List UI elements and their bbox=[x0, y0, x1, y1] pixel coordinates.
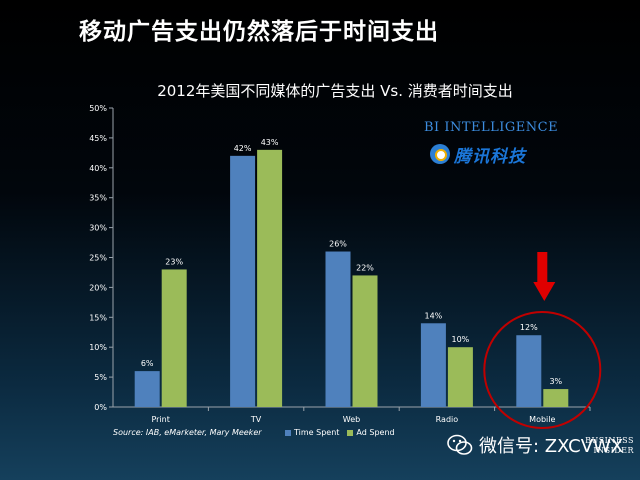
chart-title: 2012年美国不同媒体的广告支出 Vs. 消费者时间支出 bbox=[0, 80, 640, 101]
tencent-logo-text: 腾讯科技 bbox=[454, 146, 526, 167]
legend: Time Spent Ad Spend bbox=[285, 428, 395, 437]
bar-ad-spend bbox=[257, 149, 283, 408]
y-tick-label: 0% bbox=[94, 403, 107, 412]
bar-ad-spend bbox=[447, 347, 473, 407]
x-tick-label: Mobile bbox=[529, 415, 555, 424]
bar-ad-spend bbox=[352, 275, 378, 407]
data-label: 12% bbox=[520, 323, 538, 332]
y-tick-label: 30% bbox=[89, 224, 107, 233]
bar-ad-spend bbox=[543, 389, 569, 407]
y-tick-label: 40% bbox=[89, 164, 107, 173]
wechat-icon bbox=[447, 434, 473, 455]
data-label: 22% bbox=[356, 263, 374, 272]
y-tick-label: 5% bbox=[94, 373, 107, 382]
y-tick-label: 35% bbox=[89, 194, 107, 203]
bar-time-spent bbox=[325, 251, 351, 407]
data-label: 6% bbox=[141, 359, 154, 368]
legend-swatch-ad-spend bbox=[347, 429, 354, 436]
source-note: Source: IAB, eMarketer, Mary Meeker bbox=[113, 428, 262, 437]
y-tick-label: 50% bbox=[89, 104, 107, 113]
y-tick-label: 15% bbox=[89, 313, 107, 322]
tencent-tech-logo: 腾讯科技 bbox=[430, 141, 526, 167]
business-insider-line-2: INSIDER bbox=[593, 446, 634, 455]
legend-swatch-time-spent bbox=[285, 429, 291, 436]
data-label: 14% bbox=[425, 311, 443, 320]
y-tick-label: 10% bbox=[89, 343, 107, 352]
data-label: 10% bbox=[452, 335, 470, 344]
bar-time-spent bbox=[516, 335, 542, 407]
bar-ad-spend bbox=[161, 269, 187, 407]
red-down-arrow-shaft bbox=[537, 252, 548, 284]
bi-intelligence-logo: BI INTELLIGENCE bbox=[424, 120, 559, 135]
legend-label-time-spent: Time Spent bbox=[294, 428, 340, 437]
data-label: 3% bbox=[549, 377, 562, 386]
red-down-arrow-icon bbox=[533, 282, 556, 301]
legend-item-time-spent: Time Spent bbox=[285, 428, 339, 437]
data-label: 23% bbox=[165, 257, 183, 266]
bar-time-spent bbox=[420, 323, 446, 407]
bar-time-spent bbox=[134, 371, 160, 407]
red-circle-highlight bbox=[483, 311, 602, 429]
y-tick-label: 25% bbox=[89, 254, 107, 263]
wechat-id-text: 微信号: ZXCVWX bbox=[479, 436, 624, 457]
bar-time-spent bbox=[230, 155, 256, 407]
y-tick-label: 20% bbox=[89, 283, 107, 292]
data-label: 42% bbox=[234, 144, 252, 153]
chart-title-text: 2012年美国不同媒体的广告支出 Vs. 消费者时间支出 bbox=[157, 82, 513, 100]
wechat-watermark: 微信号: ZXCVWX bbox=[447, 432, 623, 458]
data-label: 26% bbox=[329, 240, 347, 249]
y-tick-label: 45% bbox=[89, 134, 107, 143]
x-tick-label: Web bbox=[343, 415, 360, 424]
slide-title: 移动广告支出仍然落后于时间支出 bbox=[79, 19, 439, 45]
legend-item-ad-spend: Ad Spend bbox=[347, 428, 395, 437]
x-tick-label: TV bbox=[250, 415, 262, 424]
x-tick-label: Radio bbox=[436, 415, 459, 424]
business-insider-line-1: BUSINESS bbox=[585, 436, 634, 445]
data-label: 43% bbox=[261, 138, 279, 147]
tencent-logo-icon bbox=[430, 144, 450, 164]
business-insider-logo: BUSINESS INSIDER bbox=[574, 436, 634, 456]
legend-label-ad-spend: Ad Spend bbox=[356, 428, 395, 437]
x-tick-label: Print bbox=[151, 415, 169, 424]
